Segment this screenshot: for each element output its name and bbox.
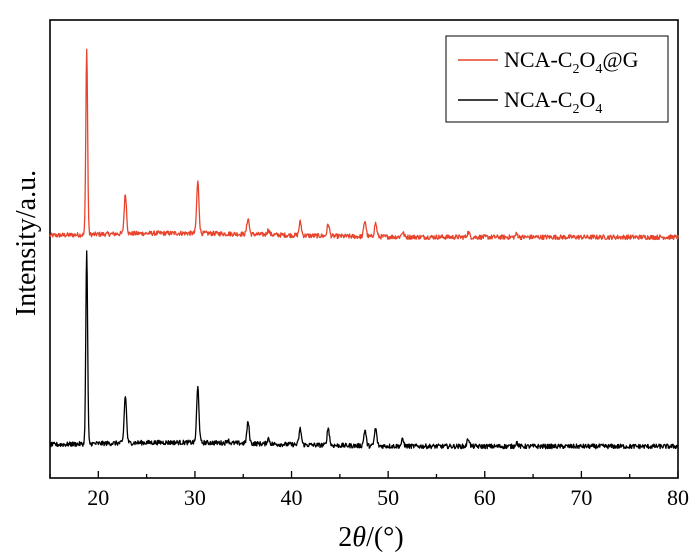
x-tick-label: 30 bbox=[184, 485, 206, 510]
legend: NCA-C2O4@G NCA-C2O4 bbox=[445, 35, 669, 123]
x-tick-label: 50 bbox=[377, 485, 399, 510]
plot-frame bbox=[49, 19, 679, 479]
legend-label-0: NCA-C2O4@G bbox=[504, 47, 639, 77]
x-tick-label: 80 bbox=[667, 485, 689, 510]
legend-label-1: NCA-C2O4 bbox=[504, 87, 602, 117]
y-axis-label: Intensity/a.u. bbox=[11, 170, 42, 316]
series-layer bbox=[49, 48, 679, 450]
legend-box bbox=[445, 35, 669, 123]
x-tick-label: 60 bbox=[474, 485, 496, 510]
x-axis-label-prefix: 2 bbox=[338, 522, 352, 553]
plot-area bbox=[49, 19, 679, 479]
x-tick-label: 70 bbox=[570, 485, 592, 510]
x-axis-label: 2θ/(°) bbox=[338, 522, 403, 553]
x-tick-label: 40 bbox=[281, 485, 303, 510]
x-tick-label: 20 bbox=[87, 485, 109, 510]
series-line-0 bbox=[49, 48, 679, 241]
x-axis-label-theta: θ bbox=[352, 522, 366, 553]
x-axis-label-suffix: /(°) bbox=[366, 522, 404, 553]
series-line-1 bbox=[49, 250, 679, 450]
axes-layer: 20 30 40 50 60 70 80 bbox=[49, 471, 689, 510]
